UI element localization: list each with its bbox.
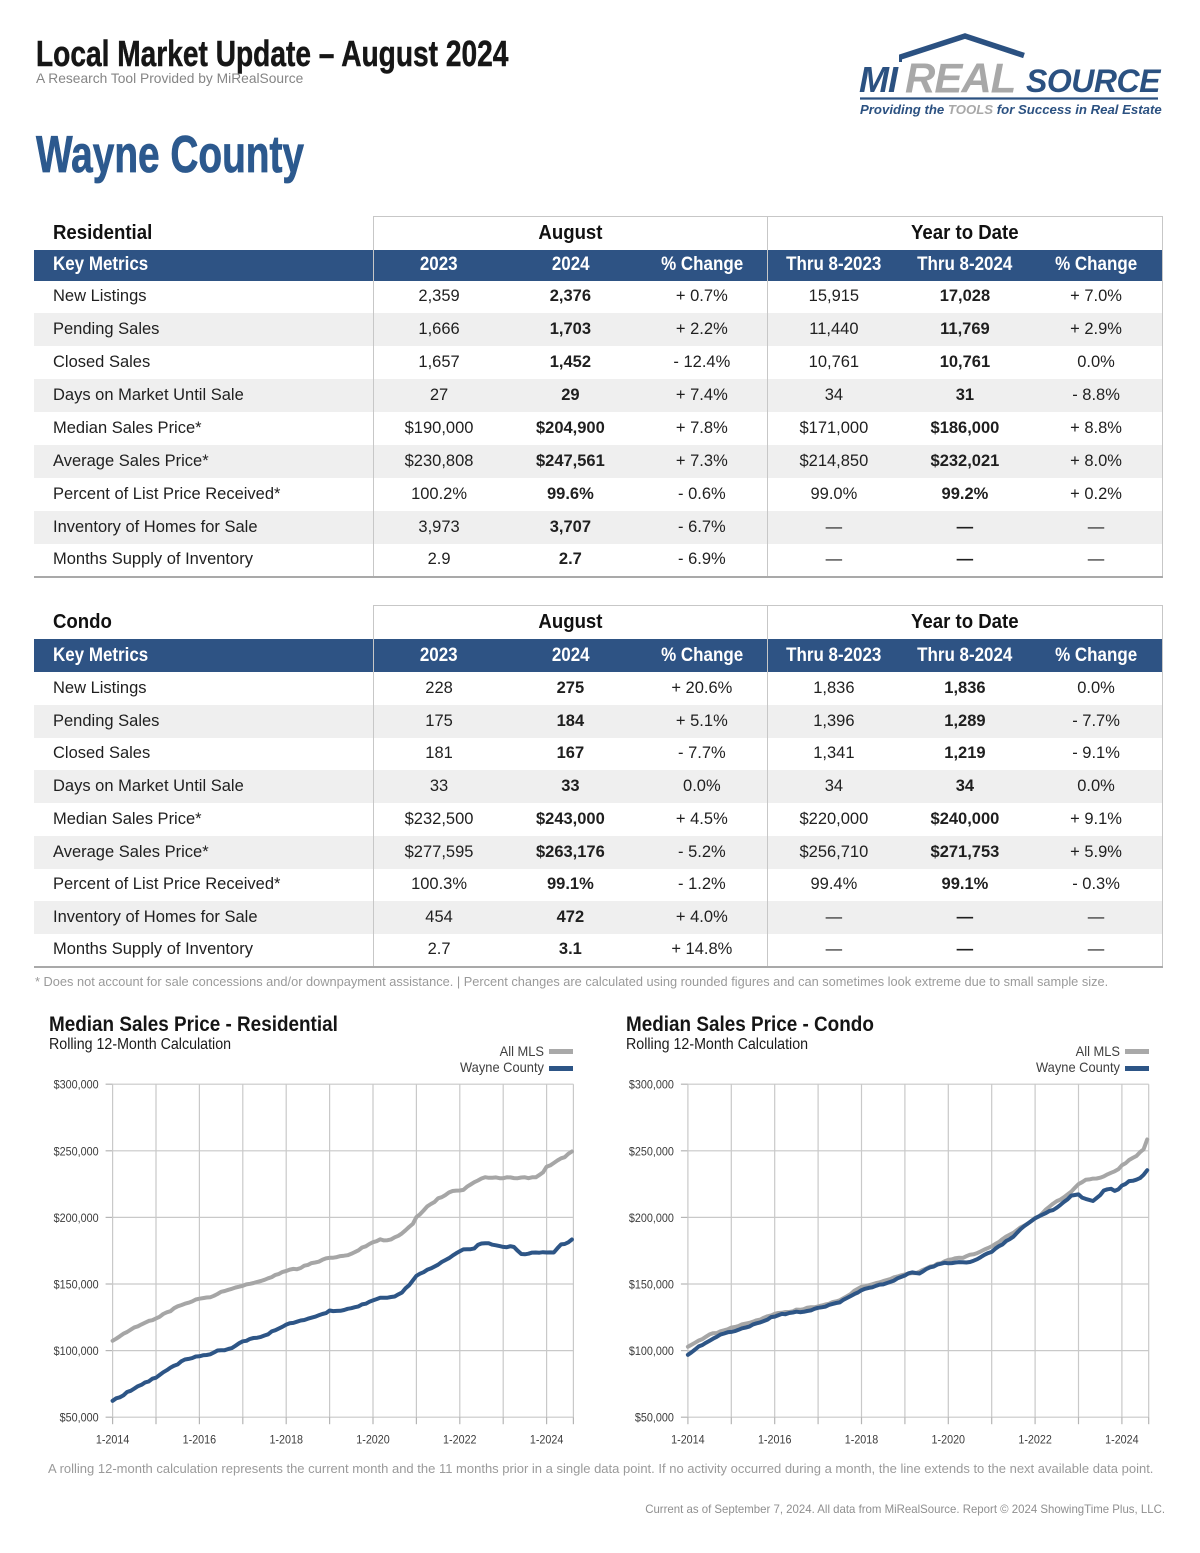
svg-text:1-2018: 1-2018 <box>269 1433 303 1447</box>
svg-text:$300,000: $300,000 <box>629 1078 674 1092</box>
svg-text:$50,000: $50,000 <box>60 1411 99 1425</box>
svg-text:$200,000: $200,000 <box>629 1211 674 1225</box>
svg-text:1-2022: 1-2022 <box>1018 1433 1052 1447</box>
svg-text:$250,000: $250,000 <box>629 1144 674 1158</box>
svg-text:1-2014: 1-2014 <box>671 1433 705 1447</box>
svg-text:$250,000: $250,000 <box>54 1144 99 1158</box>
svg-text:$200,000: $200,000 <box>54 1211 99 1225</box>
svg-text:SOURCE: SOURCE <box>1026 63 1162 99</box>
svg-text:1-2020: 1-2020 <box>932 1433 966 1447</box>
svg-text:Providing the TOOLS for Succes: Providing the TOOLS for Success in Real … <box>860 102 1162 117</box>
svg-text:$100,000: $100,000 <box>629 1344 674 1358</box>
svg-text:$300,000: $300,000 <box>54 1078 99 1092</box>
svg-text:1-2022: 1-2022 <box>443 1433 477 1447</box>
svg-text:1-2024: 1-2024 <box>1105 1433 1139 1447</box>
svg-text:$100,000: $100,000 <box>54 1344 99 1358</box>
svg-text:1-2024: 1-2024 <box>530 1433 564 1447</box>
svg-text:$150,000: $150,000 <box>629 1278 674 1292</box>
svg-text:1-2014: 1-2014 <box>96 1433 130 1447</box>
svg-text:MI: MI <box>859 59 899 100</box>
svg-text:$50,000: $50,000 <box>635 1411 674 1425</box>
svg-text:1-2016: 1-2016 <box>758 1433 792 1447</box>
svg-text:1-2020: 1-2020 <box>356 1433 390 1447</box>
svg-text:$150,000: $150,000 <box>54 1278 99 1292</box>
svg-text:REAL: REAL <box>905 55 1015 102</box>
svg-text:1-2018: 1-2018 <box>845 1433 879 1447</box>
svg-text:1-2016: 1-2016 <box>183 1433 217 1447</box>
